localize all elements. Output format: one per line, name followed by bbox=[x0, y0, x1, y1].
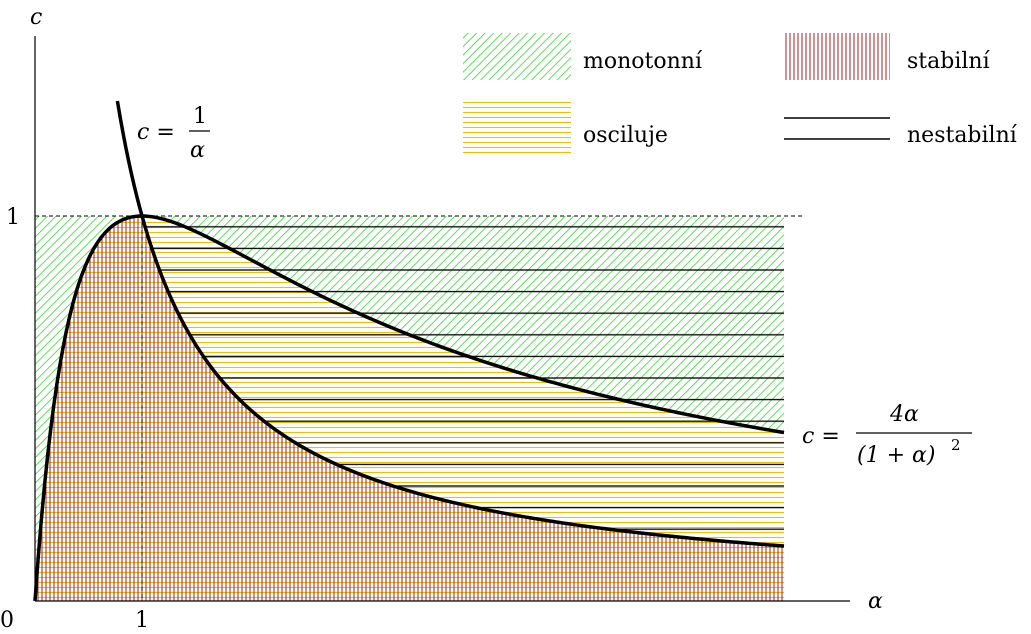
legend-swatch-unstable bbox=[784, 117, 890, 140]
boundary-denominator: (1 + α) bbox=[857, 443, 935, 468]
unstable-region bbox=[35, 216, 784, 546]
legend-swatch-stable bbox=[784, 33, 890, 80]
origin-label: 0 bbox=[0, 608, 14, 633]
boundary-exponent: 2 bbox=[951, 436, 961, 454]
hyperbola-denominator: α bbox=[190, 138, 205, 163]
regions bbox=[35, 216, 784, 601]
legend-label-unstable: nestabilní bbox=[907, 123, 1018, 148]
legend-label-oscillating: osciluje bbox=[583, 123, 668, 148]
boundary-equation: c = 4α (1 + α) 2 bbox=[802, 402, 972, 468]
legend-swatch-monotonic bbox=[463, 33, 571, 80]
boundary-lhs: c = bbox=[802, 424, 840, 449]
y-tick-label: 1 bbox=[6, 205, 20, 230]
hyperbola-numerator: 1 bbox=[193, 104, 207, 129]
hyperbola-lhs: c = bbox=[137, 120, 175, 145]
legend-label-monotonic: monotonní bbox=[583, 49, 703, 74]
legend-swatch-oscillating bbox=[463, 98, 571, 155]
legend: monotonní osciluje stabilní nestabilní bbox=[463, 33, 1018, 155]
boundary-curve bbox=[33, 214, 785, 602]
x-tick-label: 1 bbox=[135, 608, 149, 633]
legend-label-stable: stabilní bbox=[907, 49, 991, 74]
hyperbola-curve bbox=[115, 100, 785, 548]
hyperbola-equation: c = 1 α bbox=[137, 104, 210, 163]
stable-region bbox=[35, 216, 784, 601]
boundary-numerator: 4α bbox=[889, 402, 919, 427]
y-axis-label: c bbox=[30, 5, 42, 30]
x-axis-label: α bbox=[868, 589, 883, 614]
